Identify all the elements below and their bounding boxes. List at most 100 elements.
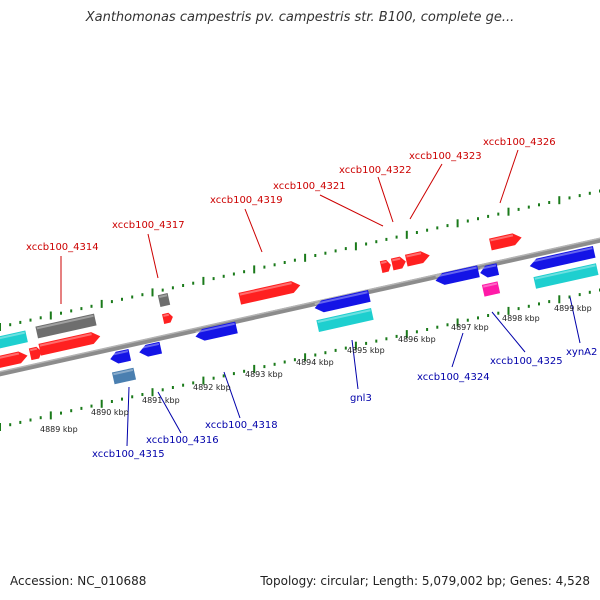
gene-shape [390, 256, 406, 271]
gene-xccb100-4316[interactable] [138, 341, 163, 358]
gene-label: xccb100_4317 [112, 220, 185, 231]
gene-xynA2[interactable] [528, 245, 596, 272]
kbp-label: 4897 kbp [451, 323, 489, 332]
gene-blue-small[interactable] [479, 263, 500, 279]
leader-4323 [409, 163, 443, 220]
kbp-label-group: 4889 kbp 4890 kbp 4891 kbp 4892 kbp 4893… [40, 304, 592, 434]
gene-shape [435, 265, 480, 285]
kbp-label: 4890 kbp [91, 408, 129, 417]
gene-label: xccb100_4319 [210, 195, 283, 206]
gene-highlight [381, 260, 387, 264]
gene-shape [529, 245, 596, 271]
gene-shape [110, 348, 132, 364]
gene-xccb100-4321[interactable] [379, 259, 392, 273]
gene-shape [157, 293, 171, 307]
gene-xccb100-4318[interactable] [194, 321, 238, 343]
kbp-label: 4892 kbp [193, 383, 231, 392]
gene-gnl3-cyan[interactable] [316, 308, 374, 332]
gene-highlight [392, 257, 401, 262]
gene-shape [316, 308, 374, 332]
gene-shape [162, 312, 173, 324]
gene-shape [28, 346, 42, 361]
gene-red-left[interactable] [0, 350, 29, 371]
kbp-label: 4896 kbp [398, 335, 436, 344]
gene-highlight [534, 264, 596, 280]
gene-label: xccb100_4323 [409, 151, 482, 162]
top-gene-label-group: xccb100_4314 xccb100_4317 xccb100_4319 x… [26, 137, 556, 253]
gene-features [0, 232, 599, 385]
gene-gray-4317[interactable] [157, 293, 171, 307]
gene-xccb100-4322[interactable] [390, 256, 407, 271]
leader-4321 [319, 194, 384, 227]
gene-highlight [0, 331, 25, 341]
gene-xccb100-4324[interactable] [434, 265, 480, 286]
kbp-label: 4899 kbp [554, 304, 592, 313]
summary-text: Topology: circular; Length: 5,079,002 bp… [260, 574, 590, 588]
gene-shape [314, 290, 371, 313]
kbp-label: 4898 kbp [502, 314, 540, 323]
gene-label: xccb100_4322 [339, 165, 412, 176]
gene-shape [489, 233, 522, 251]
gene-label: xccb100_4316 [146, 435, 219, 446]
gene-shape [139, 341, 163, 357]
gene-shape [0, 330, 28, 350]
gene-shape [379, 259, 391, 273]
gene-highlight [195, 322, 235, 334]
gene-xccb100-4323[interactable] [404, 250, 431, 267]
top-leader-lines [60, 149, 519, 304]
gene-xccb100-4317[interactable] [162, 312, 174, 324]
gene-label: xccb100_4321 [273, 181, 346, 192]
gene-xccb100-4314[interactable] [38, 330, 101, 356]
gene-shape [0, 351, 28, 371]
leader-xynA2 [569, 296, 581, 344]
gene-label: xccb100_4314 [26, 242, 99, 253]
kbp-label: 4893 kbp [245, 370, 283, 379]
kbp-label: 4895 kbp [347, 346, 385, 355]
gene-xynA2-cyan[interactable] [533, 263, 599, 289]
gene-highlight [480, 264, 497, 270]
gene-shape [481, 281, 501, 297]
gene-xccb100-4315[interactable] [109, 348, 132, 365]
gene-highlight [159, 294, 168, 298]
leader-4322 [377, 176, 394, 223]
gene-highlight [406, 252, 422, 258]
gene-highlight [39, 333, 92, 347]
kbp-label: 4889 kbp [40, 425, 78, 434]
gene-highlight [317, 309, 371, 323]
gene-red-small[interactable] [28, 346, 43, 361]
backbone-line [0, 237, 600, 377]
gene-gnl3[interactable] [313, 290, 371, 314]
gene-highlight [139, 342, 160, 350]
leader-4325 [491, 311, 526, 353]
gene-highlight [435, 266, 477, 278]
gene-label: xccb100_4325 [490, 356, 563, 367]
gene-highlight [36, 314, 94, 330]
gene-label: xccb100_4318 [205, 420, 278, 431]
gene-shape [35, 313, 97, 339]
gene-highlight [113, 368, 134, 376]
leader-4324 [451, 332, 464, 368]
gene-highlight [110, 350, 129, 357]
gene-highlight [490, 234, 514, 242]
accession-text: Accession: NC_010688 [10, 574, 147, 588]
gene-highlight [314, 291, 368, 305]
leader-4318 [223, 371, 241, 419]
gene-xccb100-4326[interactable] [489, 232, 523, 251]
gene-xccb100-4319[interactable] [238, 279, 301, 305]
leader-4326 [499, 149, 519, 204]
gene-label: xynA2 [566, 347, 597, 358]
leader-4317 [147, 233, 159, 279]
kbp-label: 4891 kbp [142, 396, 180, 405]
leader-4319 [244, 208, 263, 253]
bottom-gene-label-group: xccb100_4315 xccb100_4316 xccb100_4318 g… [92, 347, 597, 460]
gene-shape [38, 332, 101, 356]
gene-gray-4314[interactable] [35, 313, 97, 339]
gene-cyan-left[interactable] [0, 330, 28, 350]
gene-shape [238, 281, 301, 305]
leader-4315 [126, 386, 130, 447]
gene-steel-4315[interactable] [111, 367, 137, 385]
gene-label: xccb100_4315 [92, 449, 165, 460]
gene-xccb100-4325[interactable] [481, 281, 501, 297]
gene-highlight [483, 282, 498, 288]
